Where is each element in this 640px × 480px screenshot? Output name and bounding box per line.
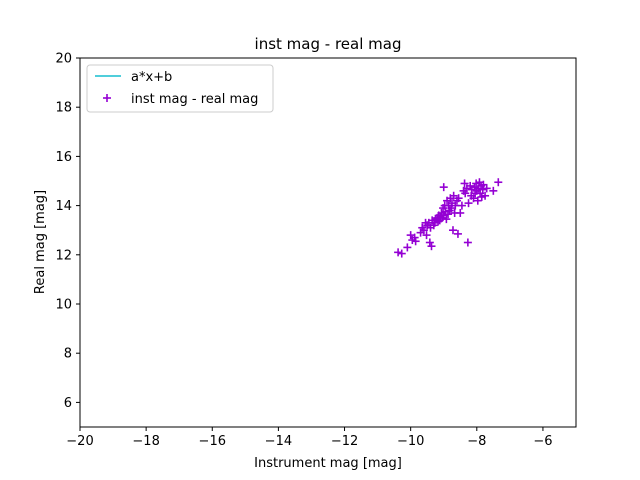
data-point xyxy=(494,178,503,187)
plot-area xyxy=(80,58,576,427)
data-point xyxy=(444,210,453,219)
data-point xyxy=(442,215,451,224)
data-point xyxy=(394,248,403,257)
data-point xyxy=(397,249,406,258)
data-point xyxy=(461,189,470,198)
y-tick-label: 10 xyxy=(55,298,72,313)
data-point xyxy=(427,242,436,251)
data-point xyxy=(403,243,412,252)
data-point xyxy=(448,226,457,235)
x-axis-label: Instrument mag [mag] xyxy=(254,456,402,471)
y-axis-ticks: 6 8 10 12 14 16 18 20 xyxy=(55,52,80,411)
plot-frame xyxy=(79,57,577,428)
legend-marker-swatch xyxy=(103,94,111,102)
legend-label-scatter: inst mag - real mag xyxy=(131,92,258,107)
x-tick-label: −8 xyxy=(467,434,486,449)
legend-label-fit-line: a*x+b xyxy=(131,70,172,85)
x-tick-label: −20 xyxy=(66,434,93,449)
data-point xyxy=(457,201,466,210)
legend-box xyxy=(86,64,274,113)
x-axis-ticks: −20 −18 −16 −14 −12 −10 −8 −6 xyxy=(66,427,553,449)
y-tick-label: 18 xyxy=(55,101,72,116)
y-tick-label: 6 xyxy=(64,396,72,411)
data-point xyxy=(419,226,428,235)
data-point xyxy=(449,191,458,200)
data-point xyxy=(482,184,491,193)
legend-plus-marker xyxy=(103,94,111,102)
x-tick-label: −18 xyxy=(132,434,159,449)
data-point xyxy=(422,231,431,240)
data-point xyxy=(466,181,475,190)
data-points xyxy=(394,178,503,258)
data-point xyxy=(411,237,420,246)
y-axis-label: Real mag [mag] xyxy=(33,190,48,294)
legend: a*x+b inst mag - real mag xyxy=(86,64,274,113)
x-tick-label: −14 xyxy=(265,434,292,449)
y-tick-label: 12 xyxy=(55,248,72,263)
data-point xyxy=(456,208,465,217)
data-point xyxy=(460,179,469,188)
data-point xyxy=(473,196,482,205)
data-point xyxy=(439,183,448,192)
data-point xyxy=(489,186,498,195)
y-tick-label: 8 xyxy=(64,347,72,362)
data-point xyxy=(463,238,472,247)
x-tick-label: −6 xyxy=(533,434,552,449)
data-point xyxy=(425,238,434,247)
x-tick-label: −16 xyxy=(199,434,226,449)
y-tick-label: 20 xyxy=(55,52,72,67)
y-tick-label: 16 xyxy=(55,150,72,165)
data-point xyxy=(410,233,419,242)
x-tick-label: −12 xyxy=(331,434,358,449)
data-point xyxy=(481,191,490,200)
chart-title: inst mag - real mag xyxy=(255,35,402,53)
data-point xyxy=(454,194,463,203)
data-point xyxy=(464,199,473,208)
y-tick-label: 14 xyxy=(55,199,72,214)
data-point xyxy=(453,229,462,238)
x-tick-label: −10 xyxy=(397,434,424,449)
data-point xyxy=(469,194,478,203)
